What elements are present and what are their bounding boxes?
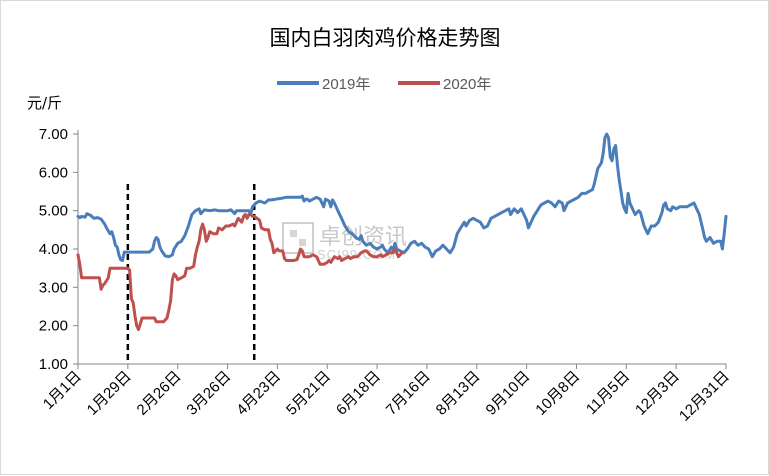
y-tick-label: 2.00 bbox=[39, 318, 68, 335]
x-tick-label: 2月26日 bbox=[134, 368, 185, 419]
x-tick-label: 3月26日 bbox=[183, 368, 234, 419]
x-tick-label: 1月29日 bbox=[84, 368, 135, 419]
x-tick-label: 12月31日 bbox=[676, 368, 733, 425]
x-tick-label: 1月1日 bbox=[40, 368, 85, 413]
marker-lines bbox=[126, 184, 256, 364]
y-unit-label: 元/斤 bbox=[27, 94, 62, 112]
watermark-logo-cell bbox=[299, 239, 306, 246]
series-line-2020 bbox=[76, 213, 404, 331]
y-tick-label: 4.00 bbox=[39, 241, 68, 258]
legend: 2019年 2020年 bbox=[277, 76, 491, 93]
x-tick-label: 11月5日 bbox=[583, 368, 633, 418]
y-tick-label: 6.00 bbox=[39, 164, 68, 181]
y-tick-label: 5.00 bbox=[39, 203, 68, 220]
chart-title: 国内白羽肉鸡价格走势图 bbox=[270, 26, 501, 50]
x-tick-label: 6月18日 bbox=[333, 368, 384, 419]
series-line-2019 bbox=[76, 132, 728, 262]
y-tick-label: 1.00 bbox=[39, 356, 68, 373]
legend-label-2019: 2019年 bbox=[322, 76, 370, 93]
x-tick-label: 5月21日 bbox=[283, 368, 334, 419]
watermark-logo bbox=[282, 222, 314, 254]
x-tick-label: 4月23日 bbox=[233, 368, 284, 419]
y-tick-label: 3.00 bbox=[39, 279, 68, 296]
y-tick-label: 7.00 bbox=[39, 126, 68, 143]
x-tick-label: 8月13日 bbox=[433, 368, 484, 419]
x-tick-label: 9月10日 bbox=[483, 368, 534, 419]
x-tick-label: 12月3日 bbox=[632, 368, 683, 419]
watermark: 卓创资讯 SCI99.COM bbox=[282, 222, 407, 262]
watermark-logo-cell bbox=[290, 230, 297, 237]
axes: 1.00 2.00 3.00 4.00 5.00 6.00 7.00 1月1日1月29日2月2… bbox=[39, 126, 733, 425]
series-layer bbox=[76, 132, 728, 331]
x-tick-label: 7月16日 bbox=[383, 368, 434, 419]
legend-label-2020: 2020年 bbox=[443, 76, 491, 93]
x-tick-label: 10月8日 bbox=[532, 368, 583, 419]
